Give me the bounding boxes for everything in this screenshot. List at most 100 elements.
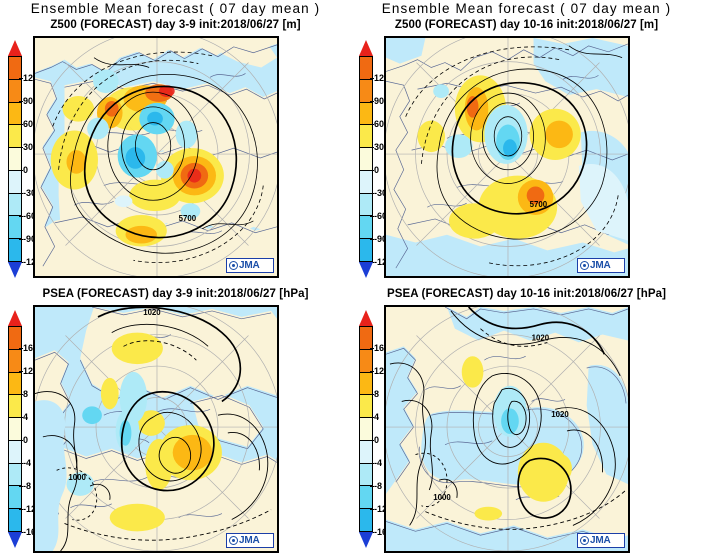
colorbar-segment — [9, 101, 21, 125]
colorbar-segment — [360, 485, 372, 509]
colorbar-tick-label: -60 — [369, 210, 388, 221]
jma-mark-icon — [580, 536, 589, 545]
jma-logo-text: JMA — [239, 259, 260, 271]
jma-logo-text: JMA — [590, 259, 611, 271]
colorbar-body — [359, 326, 373, 532]
colorbar-top-arrow — [8, 40, 22, 56]
jma-logo: JMA — [577, 258, 625, 273]
contours — [35, 307, 272, 551]
map-panel[interactable]: 5700 JMA — [33, 36, 279, 278]
map-panel[interactable]: 1020 1000 JMA — [33, 305, 279, 553]
colorbar-bottom-arrow — [8, 262, 22, 278]
contour-label: 5700 — [179, 214, 197, 223]
colorbar-top-arrow — [8, 310, 22, 326]
colorbar-segment — [360, 124, 372, 148]
colorbar-tick-label: -12 — [369, 503, 388, 514]
jma-mark-icon — [229, 261, 238, 270]
colorbar-tick-label: 12 — [18, 366, 34, 377]
colorbar-body — [359, 56, 373, 262]
panel-z500-day10-16: Z500 (FORECAST) day 10-16 init:2018/06/2… — [351, 0, 702, 278]
map-panel[interactable]: 1020 1020 1000 JMA — [384, 305, 630, 553]
panel-psea-day3-9: PSEA (FORECAST) day 3-9 init:2018/06/27 … — [0, 277, 351, 554]
colorbar-segment — [360, 57, 372, 79]
colorbar-bottom-arrow — [359, 262, 373, 278]
panel-subtitle: PSEA (FORECAST) day 10-16 init:2018/06/2… — [386, 288, 667, 300]
colorbar-segment — [360, 417, 372, 440]
colorbar-ticks: 16 12 8 4 0 -4 -8 -12 -16 — [18, 326, 53, 536]
colorbar-tick-label: -4 — [369, 457, 383, 468]
colorbar-tick-label: 90 — [369, 96, 385, 107]
colorbar-segment — [9, 485, 21, 509]
colorbar-tick-label: -60 — [18, 210, 37, 221]
colorbar-segment — [360, 327, 372, 349]
colorbar-tick-label: 0 — [369, 164, 380, 175]
colorbar: 16 12 8 4 0 -4 -8 -12 -16 — [6, 310, 36, 548]
colorbar-segment — [9, 417, 21, 440]
colorbar-tick-label: 12 — [369, 366, 385, 377]
panel-psea-day10-16: PSEA (FORECAST) day 10-16 init:2018/06/2… — [351, 277, 702, 554]
colorbar-segment — [9, 238, 21, 262]
anomaly-shading — [50, 69, 224, 247]
contour-label: 1020 — [532, 333, 550, 342]
panel-subtitle: Z500 (FORECAST) day 10-16 init:2018/06/2… — [394, 19, 659, 31]
colorbar-tick-label: 4 — [18, 412, 29, 423]
colorbar-body — [8, 56, 22, 262]
colorbar-tick-label: 30 — [369, 142, 385, 153]
contour-label: 1020 — [551, 410, 569, 419]
colorbar-tick-label: 4 — [369, 412, 380, 423]
colorbar-bottom-arrow — [359, 532, 373, 548]
colorbar-tick-label: 16 — [18, 343, 34, 354]
jma-logo-text: JMA — [239, 534, 260, 546]
colorbar-segment — [360, 147, 372, 170]
colorbar-tick-label: -8 — [18, 480, 32, 491]
map-panel[interactable]: 5700 JMA — [384, 36, 630, 278]
colorbar-tick-label: -4 — [18, 457, 32, 468]
colorbar-tick-label: 8 — [369, 389, 380, 400]
banner: Ensemble Mean forecast ( 07 day mean ) E… — [0, 0, 702, 17]
colorbar-tick-label: -30 — [18, 187, 37, 198]
colorbar-segment — [360, 192, 372, 216]
colorbar: 120 90 60 30 0 -30 -60 -90 -120 — [357, 40, 392, 278]
colorbar-tick-label: -90 — [369, 233, 388, 244]
jma-mark-icon — [580, 261, 589, 270]
colorbar-segment — [360, 238, 372, 262]
colorbar-ticks: 16 12 8 4 0 -4 -8 -12 -16 — [369, 326, 404, 536]
colorbar-segment — [360, 462, 372, 486]
colorbar-ticks: 120 90 60 30 0 -30 -60 -90 -120 — [18, 56, 53, 266]
colorbar-segment — [9, 371, 21, 395]
panel-subtitle: Z500 (FORECAST) day 3-9 init:2018/06/27 … — [50, 19, 301, 31]
colorbar-tick-label: -30 — [369, 187, 388, 198]
panel-subtitle: PSEA (FORECAST) day 3-9 init:2018/06/27 … — [42, 288, 309, 300]
colorbar-segment — [9, 439, 21, 463]
colorbar-tick-label: 0 — [369, 434, 380, 445]
colorbar-segment — [360, 215, 372, 239]
colorbar-tick-label: 0 — [18, 164, 29, 175]
colorbar-top-arrow — [359, 40, 373, 56]
colorbar-segment — [9, 78, 21, 102]
colorbar-tick-label: 60 — [369, 119, 385, 130]
contours — [52, 51, 264, 264]
colorbar-segment — [360, 394, 372, 418]
colorbar-tick-label: -90 — [18, 233, 37, 244]
colorbar-bottom-arrow — [8, 532, 22, 548]
colorbar-tick-label: 8 — [18, 389, 29, 400]
anomaly-shading — [35, 332, 222, 551]
colorbar-tick-label: 16 — [369, 343, 385, 354]
colorbar-segment — [360, 371, 372, 395]
colorbar-segment — [9, 147, 21, 170]
jma-mark-icon — [229, 536, 238, 545]
contour-label: 5700 — [530, 200, 548, 209]
jma-logo: JMA — [577, 533, 625, 548]
map-svg: 1020 1000 — [35, 307, 277, 551]
colorbar-segment — [360, 508, 372, 532]
colorbar-segment — [360, 348, 372, 372]
colorbar-body — [8, 326, 22, 532]
map-svg: 5700 — [386, 38, 628, 276]
banner-right-title: Ensemble Mean forecast ( 07 day mean ) — [381, 1, 672, 16]
contours — [405, 45, 623, 267]
colorbar-segment — [9, 124, 21, 148]
banner-left-title: Ensemble Mean forecast ( 07 day mean ) — [30, 1, 321, 16]
colorbar-segment — [9, 327, 21, 349]
jma-logo: JMA — [226, 533, 274, 548]
